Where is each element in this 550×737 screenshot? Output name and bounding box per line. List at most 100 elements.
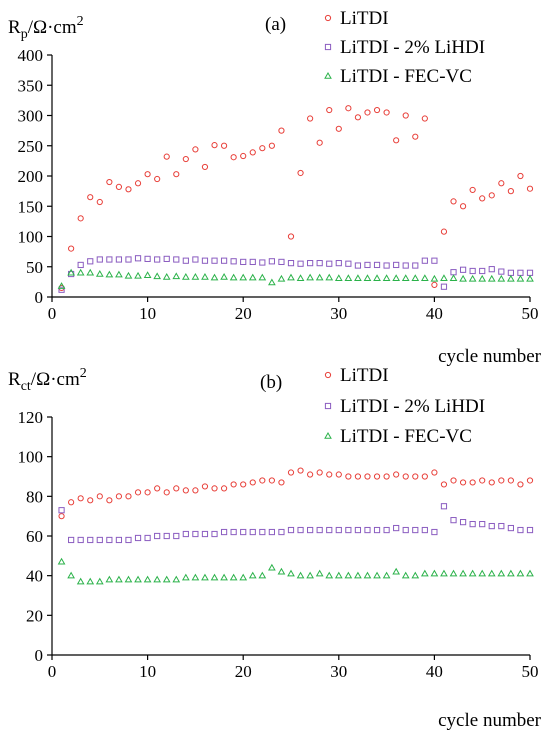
data-point [173, 171, 180, 178]
data-point [77, 536, 84, 544]
data-point [431, 528, 438, 536]
y-tick-label-b: 80 [26, 487, 43, 506]
data-point [487, 569, 496, 577]
data-point [68, 536, 75, 544]
data-point [287, 469, 295, 476]
data-point [259, 145, 266, 152]
data-point [335, 526, 342, 534]
data-point [239, 273, 248, 281]
data-point [143, 575, 152, 583]
legend-marker-litdi-b [324, 371, 332, 379]
data-point [450, 269, 457, 276]
data-point [507, 569, 515, 577]
data-point [182, 530, 189, 538]
data-point [201, 530, 209, 538]
data-point [144, 489, 151, 496]
y-tick-label-b: 40 [26, 567, 43, 586]
data-point [163, 489, 170, 496]
panel-b: Rct/Ω·cm2 (b) cycle number LiTDI LiTDI -… [8, 365, 542, 731]
series-fecvc-b [57, 557, 534, 585]
data-point [421, 473, 428, 480]
data-point [517, 526, 524, 534]
data-point [382, 274, 391, 281]
data-point [249, 479, 256, 486]
data-point [382, 571, 391, 579]
data-point [211, 485, 218, 492]
data-point [420, 274, 429, 281]
data-point [307, 260, 314, 267]
x-tick-label-a: 20 [235, 304, 252, 323]
y-tick-label-a: 150 [18, 197, 44, 216]
series-lihdi-b [58, 503, 534, 544]
data-point [412, 133, 419, 140]
data-point [154, 175, 161, 183]
data-point [488, 192, 495, 199]
data-point [393, 524, 400, 532]
data-point [163, 255, 170, 262]
y-tick-label-a: 0 [35, 288, 44, 307]
data-point [192, 256, 199, 263]
data-point [57, 557, 66, 565]
data-point [316, 139, 323, 146]
legend-marker-lihdi-b [324, 402, 332, 410]
data-point [240, 152, 247, 160]
data-point [268, 528, 275, 536]
data-point [383, 473, 390, 480]
data-point [315, 569, 324, 577]
data-point [192, 487, 199, 494]
data-point [297, 260, 304, 267]
data-point [316, 260, 323, 267]
data-point [181, 273, 190, 280]
data-point [469, 521, 476, 528]
data-point [162, 575, 171, 583]
x-tick-label-b: 50 [522, 662, 539, 681]
data-point [201, 273, 209, 280]
data-point [95, 270, 104, 277]
x-tick-label-a: 30 [330, 304, 347, 323]
data-point [268, 142, 275, 149]
data-point [124, 575, 133, 583]
data-point [259, 528, 266, 536]
data-point [393, 471, 400, 478]
data-point [468, 274, 477, 282]
data-point [259, 477, 266, 484]
data-point [498, 522, 505, 530]
data-point [412, 262, 419, 269]
legend-marker-fecvc-b [324, 431, 332, 439]
data-point [315, 273, 324, 281]
data-point [526, 526, 534, 534]
data-point [87, 258, 94, 265]
data-point [334, 274, 343, 281]
data-point [411, 571, 420, 579]
data-point [479, 477, 486, 484]
data-point [306, 273, 314, 281]
data-point [268, 563, 276, 571]
data-point [459, 266, 467, 273]
data-point [354, 262, 362, 269]
x-axis-label-b: cycle number [438, 710, 542, 731]
y-tick-label-b: 120 [18, 408, 44, 427]
data-point [86, 268, 95, 276]
data-point [230, 154, 237, 161]
data-point [125, 536, 132, 544]
data-point [373, 261, 381, 269]
data-point [478, 274, 487, 282]
y-tick-label-a: 400 [18, 46, 44, 65]
data-point [229, 573, 238, 581]
x-tick-label-b: 10 [139, 662, 156, 681]
panel-label-b: (b) [260, 372, 282, 393]
data-point [239, 573, 248, 581]
data-point [383, 109, 390, 116]
data-point [182, 487, 189, 494]
data-point [469, 186, 476, 194]
data-point [354, 571, 362, 579]
data-point [86, 577, 95, 585]
data-point [220, 273, 228, 280]
data-point [173, 485, 180, 492]
data-point [268, 477, 275, 484]
data-point [402, 526, 409, 534]
data-point [201, 163, 209, 171]
data-point [192, 146, 199, 153]
data-point [402, 473, 409, 480]
